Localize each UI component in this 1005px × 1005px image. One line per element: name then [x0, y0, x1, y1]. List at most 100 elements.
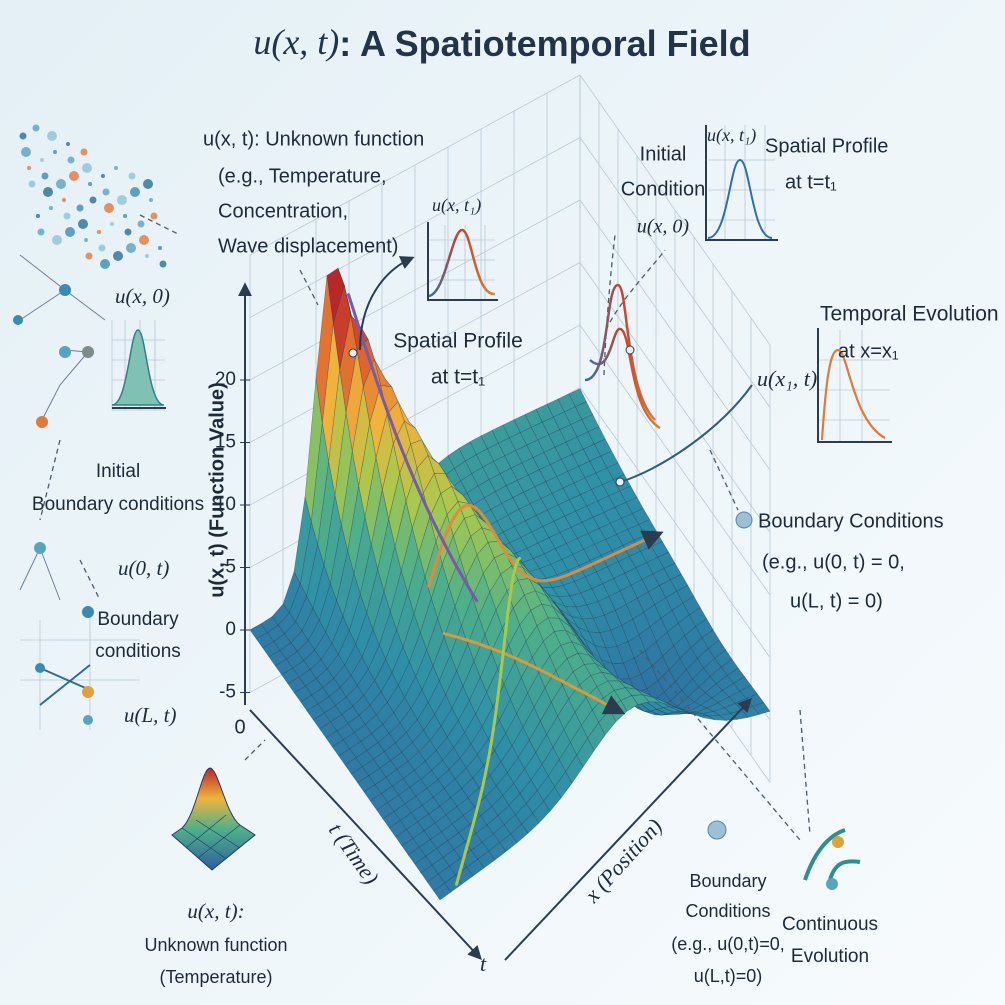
dot: [40, 158, 44, 162]
dot: [124, 228, 132, 236]
wall-grid: [579, 199, 771, 471]
surface-cell: [554, 771, 573, 799]
evolution-dot: [832, 836, 844, 848]
left-decoration: [13, 124, 181, 730]
dot: [123, 214, 127, 218]
surface-cell: [565, 754, 584, 784]
surface-cell: [532, 800, 551, 824]
annotation: Spatial Profile: [765, 135, 888, 157]
surface-cell: [433, 882, 452, 901]
dot: [114, 166, 118, 170]
dot: [37, 228, 45, 236]
inset-label: u(x, t₁): [707, 125, 756, 146]
marker-dot: [707, 820, 727, 840]
time-curve: [347, 293, 479, 603]
annotation: Temporal Evolution: [820, 303, 999, 326]
bc-lines: [39, 664, 91, 706]
mini-mesh: [181, 814, 241, 859]
dot: [104, 203, 114, 213]
mini-grid: [20, 610, 140, 730]
annotation: u(x, t):: [187, 899, 244, 923]
wall-grid: [579, 262, 771, 533]
surface-cell: [641, 694, 661, 703]
annotation: Initial: [640, 143, 687, 165]
wall-grid: [579, 137, 771, 408]
mini-surface: [171, 739, 266, 871]
dot-cloud: [19, 124, 167, 269]
node: [13, 315, 23, 325]
dot: [137, 220, 145, 228]
surface-cell: [587, 722, 606, 752]
dot: [49, 206, 53, 210]
wall-grid: [249, 262, 581, 443]
profile-curve: [427, 503, 664, 588]
annotation: Continuous: [782, 914, 878, 935]
dot: [149, 198, 153, 202]
dot: [67, 156, 75, 164]
value-axis-label: u(x, t) (Function Value): [206, 382, 228, 598]
inset-grid: [428, 225, 495, 300]
leader: [244, 739, 266, 761]
surface-cell: [510, 823, 529, 844]
dot: [150, 212, 158, 220]
dot: [66, 142, 70, 146]
point: [625, 345, 635, 355]
wall-grid: [579, 387, 771, 658]
annotation: (e.g., u(0, t) = 0,: [762, 551, 905, 573]
surface-cell: [543, 786, 562, 812]
title-math: u(x, t): [253, 22, 339, 62]
time-axis: [249, 709, 482, 961]
dot: [78, 219, 88, 229]
dot: [28, 180, 36, 188]
title-text: : A Spatiotemporal Field: [339, 23, 750, 64]
dot: [100, 259, 110, 269]
value-tick-label: 20: [215, 369, 236, 390]
wall-grid: [579, 324, 771, 596]
annotation: u(L, t) = 0): [790, 590, 883, 612]
annotation: at x=x₁: [838, 340, 899, 362]
time-end: t: [480, 951, 487, 976]
mid-inset: [348, 222, 498, 358]
annotation: Boundary: [689, 871, 766, 891]
annotation: Evolution: [791, 946, 869, 967]
profile-curves: [584, 283, 661, 430]
dot: [65, 227, 75, 237]
surface-cell: [466, 858, 485, 877]
surface-cell: [664, 701, 683, 711]
node: [82, 686, 94, 698]
dot: [113, 251, 123, 261]
connector: [619, 384, 753, 483]
annotation: Spatial Profile: [393, 330, 523, 353]
point: [348, 348, 358, 358]
dot: [41, 172, 49, 180]
dot: [76, 204, 84, 212]
evolution-curve: [442, 632, 626, 715]
dot: [21, 147, 31, 157]
value-tick-label: 10: [215, 494, 236, 515]
annotation: u(0, t): [118, 556, 169, 580]
annotation: (e.g., Temperature,: [218, 165, 387, 187]
dot: [69, 171, 79, 181]
temporal-inset: [615, 328, 892, 890]
surface-cell: [576, 737, 595, 768]
annotation: Concentration,: [218, 200, 348, 222]
node: [35, 663, 45, 673]
inset-bell: [427, 228, 496, 298]
dot: [98, 244, 106, 252]
leader: [139, 214, 181, 236]
evolution-dot: [826, 878, 838, 890]
dot: [19, 132, 27, 140]
value-tick-label: 15: [215, 432, 236, 453]
value-tick-label: 0: [225, 619, 236, 640]
dot: [32, 124, 40, 132]
dot: [143, 179, 153, 189]
annotation: Boundary conditions: [32, 494, 204, 515]
dot: [56, 179, 66, 189]
dot: [101, 174, 105, 178]
annotation: Unknown function: [144, 935, 287, 955]
annotation: Wave displacement): [218, 235, 398, 257]
surface-cell: [631, 694, 650, 705]
wall-grid: [579, 74, 771, 346]
annotation: u(L, t): [124, 703, 177, 727]
node: [82, 346, 94, 358]
